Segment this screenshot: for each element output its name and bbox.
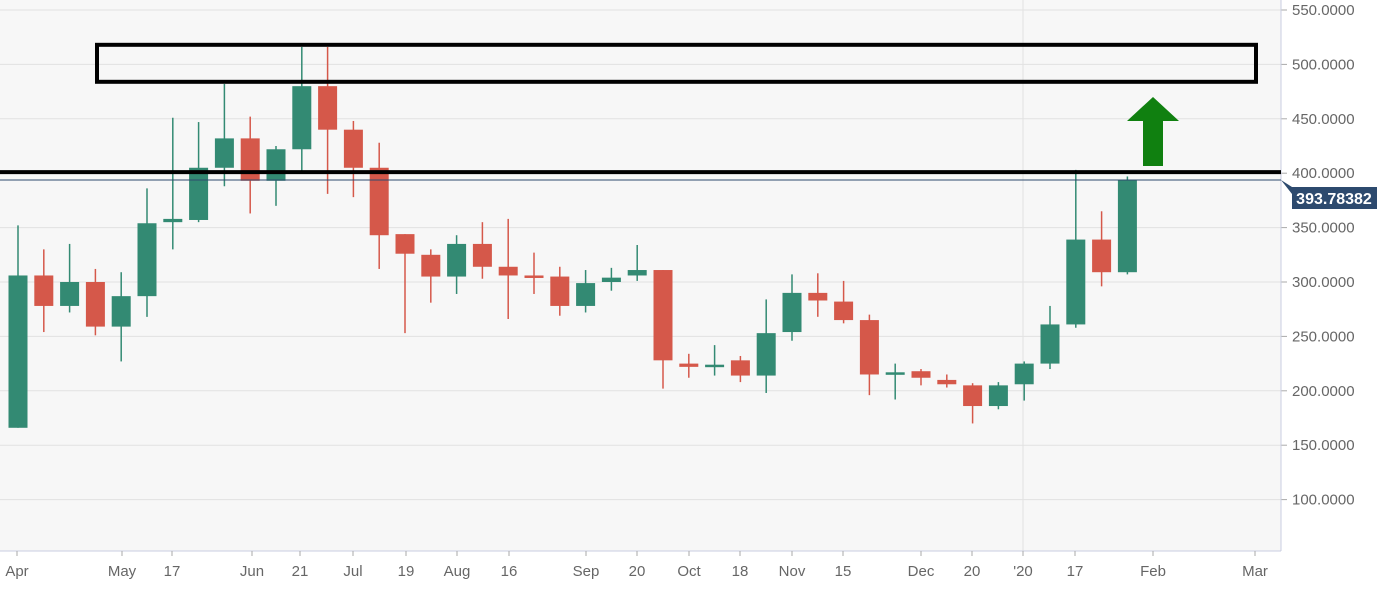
- last-price-label: 393.78382: [1296, 191, 1372, 208]
- candle-body-up: [988, 385, 1008, 407]
- last-price-tag: [1281, 179, 1377, 209]
- y-tick-label: 550.0000: [1292, 2, 1355, 19]
- candle-body-down: [343, 129, 363, 168]
- candle-body-up: [1117, 179, 1137, 273]
- x-tick-label: '20: [1013, 563, 1033, 580]
- candle-body-down: [34, 275, 54, 306]
- resistance-zone-box: [95, 42, 1258, 84]
- y-tick-label: 200.0000: [1292, 383, 1355, 400]
- y-tick-label: 250.0000: [1292, 328, 1355, 345]
- candle-body-down: [937, 379, 957, 385]
- x-tick-label: Jul: [343, 563, 362, 580]
- x-tick-label: May: [108, 563, 137, 580]
- x-tick-label: Aug: [444, 563, 471, 580]
- candle-body-up: [137, 223, 157, 297]
- x-tick-label: Nov: [779, 563, 806, 580]
- candle-body-up: [885, 372, 905, 375]
- candle-body-down: [472, 243, 492, 267]
- x-tick-label: Jun: [240, 563, 264, 580]
- candle-body-up: [292, 86, 312, 150]
- annotations: 393.78382: [0, 42, 1377, 209]
- candle-body-down: [808, 292, 828, 301]
- candle-body-up: [576, 283, 596, 306]
- x-tick-label: Oct: [677, 563, 701, 580]
- x-tick-label: Dec: [908, 563, 935, 580]
- candle-body-up: [1040, 324, 1060, 364]
- candle-body-down: [369, 167, 389, 236]
- candle-body-up: [447, 243, 467, 277]
- y-tick-label: 350.0000: [1292, 220, 1355, 237]
- candle-body-up: [189, 167, 209, 220]
- candle-body-up: [756, 333, 776, 376]
- y-tick-label: 450.0000: [1292, 111, 1355, 128]
- candle-body-down: [85, 282, 105, 327]
- x-axis: Apr May 17 Jun 21 Jul 19 Aug 16 Sep 20 Oct 18 Nov 15 De…: [0, 550, 1281, 580]
- candle-body-up: [60, 282, 80, 306]
- candle-body-down: [395, 234, 415, 254]
- y-tick-label: 300.0000: [1292, 274, 1355, 291]
- candle-body-down: [421, 254, 441, 277]
- candle-body-down: [653, 270, 673, 361]
- up-arrow-icon: [1127, 97, 1179, 166]
- candle-body-down: [550, 276, 570, 306]
- y-tick-label: 400.0000: [1292, 165, 1355, 182]
- x-tick-label: 18: [732, 563, 749, 580]
- candle-body-up: [1014, 363, 1034, 385]
- candle-body-down: [730, 360, 750, 376]
- x-tick-label: Feb: [1140, 563, 1166, 580]
- x-tick-label: 17: [1067, 563, 1084, 580]
- candle-body-up: [214, 138, 234, 168]
- candle-body-down: [911, 371, 931, 378]
- candle-body-down: [240, 138, 260, 181]
- candle-body-down: [524, 275, 544, 278]
- candle-body-down: [859, 320, 879, 375]
- x-tick-label: Mar: [1242, 563, 1268, 580]
- x-tick-label: Sep: [573, 563, 600, 580]
- candle-body-down: [963, 385, 983, 407]
- x-tick-label: 16: [501, 563, 518, 580]
- candle-body-up: [163, 218, 183, 223]
- y-tick-label: 500.0000: [1292, 56, 1355, 73]
- x-tick-label: 20: [964, 563, 981, 580]
- candle-body-up: [705, 364, 725, 368]
- candle-body-up: [627, 270, 647, 276]
- candle-body-up: [1066, 239, 1086, 325]
- candle-body-down: [679, 363, 699, 367]
- candle-body-down: [1092, 239, 1112, 273]
- y-axis: 550.0000 500.0000 450.0000 400.0000 350.0000…: [1280, 0, 1355, 551]
- x-tick-label: Apr: [5, 563, 28, 580]
- candle-body-up: [601, 277, 621, 282]
- y-tick-label: 150.0000: [1292, 437, 1355, 454]
- x-tick-label: 17: [164, 563, 181, 580]
- candle-body-up: [8, 275, 28, 428]
- candle-body-up: [111, 296, 131, 327]
- x-tick-label: 20: [629, 563, 646, 580]
- gridlines: [0, 0, 1281, 551]
- candle-body-up: [782, 292, 802, 333]
- candle-body-down: [834, 301, 854, 321]
- x-tick-label: 15: [835, 563, 852, 580]
- x-tick-label: 19: [398, 563, 415, 580]
- candle-body-down: [318, 86, 338, 130]
- x-tick-label: 21: [292, 563, 309, 580]
- y-tick-label: 100.0000: [1292, 492, 1355, 509]
- candle-body-down: [498, 266, 518, 276]
- candle-body-up: [266, 149, 286, 181]
